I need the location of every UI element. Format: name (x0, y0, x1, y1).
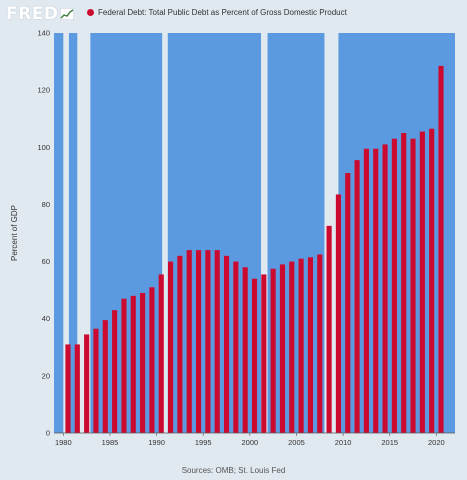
x-tick-label: 1995 (195, 438, 212, 447)
fred-logo[interactable]: FRED (6, 4, 75, 24)
bar (419, 131, 425, 434)
bar (354, 160, 360, 433)
recession-band (63, 33, 69, 433)
bar (177, 255, 183, 433)
recession-band (77, 33, 91, 433)
bar (391, 138, 397, 433)
bar (382, 144, 388, 433)
bar (149, 287, 155, 433)
y-tick-label: 60 (42, 257, 50, 266)
bar (93, 328, 99, 433)
bar (298, 258, 304, 433)
bar (401, 133, 407, 433)
bar (102, 320, 108, 433)
source-note: Sources: OMB; St. Louis Fed (181, 466, 286, 475)
bar (214, 250, 220, 433)
y-tick-label: 100 (37, 143, 50, 152)
y-tick-label: 120 (37, 86, 50, 95)
bar (205, 250, 211, 433)
fred-chart-mark-icon (60, 8, 75, 20)
bar (195, 250, 202, 433)
x-tick-label: 1990 (148, 438, 165, 447)
y-tick-label: 40 (42, 314, 50, 323)
y-axis-title: Percent of GDP (10, 205, 19, 261)
bar (307, 257, 314, 433)
recession-band (162, 33, 168, 433)
bar (438, 65, 444, 433)
fred-logo-text: FRED (6, 4, 59, 24)
x-tick-label: 1980 (55, 438, 72, 447)
bar (326, 225, 332, 433)
bar (74, 344, 80, 433)
bar (429, 128, 435, 433)
bar (140, 293, 146, 433)
bar (270, 268, 276, 433)
bar (65, 344, 71, 433)
x-tick-label: 1985 (102, 438, 119, 447)
bar (289, 261, 295, 433)
bar (84, 334, 90, 433)
legend: Federal Debt: Total Public Debt as Perce… (87, 8, 347, 17)
x-tick-label: 2000 (241, 438, 258, 447)
recession-band (261, 33, 268, 433)
bar (251, 278, 258, 433)
bar (410, 138, 416, 433)
bar (242, 267, 248, 433)
bar (223, 255, 230, 433)
bar (158, 274, 164, 433)
y-tick-label: 140 (37, 29, 50, 38)
bar (317, 254, 323, 433)
bar (186, 250, 192, 433)
bar (261, 274, 267, 433)
legend-swatch (87, 9, 94, 16)
y-tick-label: 80 (42, 200, 50, 209)
bar (112, 310, 118, 433)
x-tick-label: 2010 (335, 438, 352, 447)
y-tick-label: 0 (46, 429, 50, 438)
bar (130, 295, 136, 433)
legend-label: Federal Debt: Total Public Debt as Perce… (98, 8, 347, 17)
bar (121, 298, 127, 433)
bar (279, 264, 286, 433)
bar (168, 261, 174, 433)
bar (363, 148, 369, 433)
x-tick-label: 2020 (428, 438, 445, 447)
x-tick-label: 2005 (288, 438, 305, 447)
y-tick-label: 20 (42, 371, 50, 380)
bar (233, 261, 239, 433)
x-tick-label: 2015 (381, 438, 398, 447)
bar (345, 173, 351, 433)
bar (335, 194, 341, 433)
bar (373, 148, 379, 433)
